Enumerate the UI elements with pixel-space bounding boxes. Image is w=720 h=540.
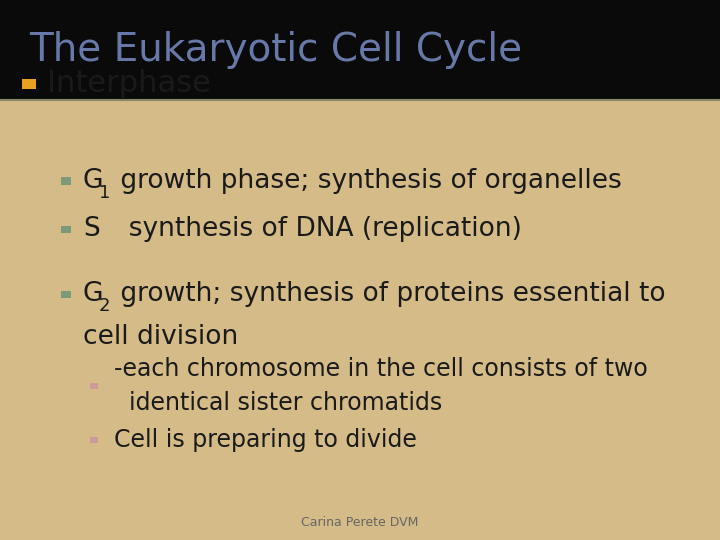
FancyBboxPatch shape <box>22 79 36 89</box>
Text: -each chromosome in the cell consists of two
  identical sister chromatids: -each chromosome in the cell consists of… <box>114 357 647 415</box>
Text: 1: 1 <box>99 184 110 202</box>
Text: G: G <box>83 168 103 194</box>
FancyBboxPatch shape <box>61 177 71 185</box>
Text: cell division: cell division <box>83 325 238 350</box>
FancyBboxPatch shape <box>90 383 98 389</box>
FancyBboxPatch shape <box>61 291 71 298</box>
Text: Cell is preparing to divide: Cell is preparing to divide <box>114 428 417 452</box>
Text: Interphase: Interphase <box>47 69 211 98</box>
Text: growth phase; synthesis of organelles: growth phase; synthesis of organelles <box>112 168 621 194</box>
FancyBboxPatch shape <box>0 0 720 100</box>
Text: S: S <box>83 217 99 242</box>
Text: Carina Perete DVM: Carina Perete DVM <box>301 516 419 529</box>
Text: G: G <box>83 281 103 307</box>
Text: growth; synthesis of proteins essential to: growth; synthesis of proteins essential … <box>112 281 665 307</box>
Text: synthesis of DNA (replication): synthesis of DNA (replication) <box>112 217 521 242</box>
Text: The Eukaryotic Cell Cycle: The Eukaryotic Cell Cycle <box>29 31 522 69</box>
FancyBboxPatch shape <box>61 226 71 233</box>
Text: 2: 2 <box>99 297 110 315</box>
FancyBboxPatch shape <box>90 437 98 443</box>
